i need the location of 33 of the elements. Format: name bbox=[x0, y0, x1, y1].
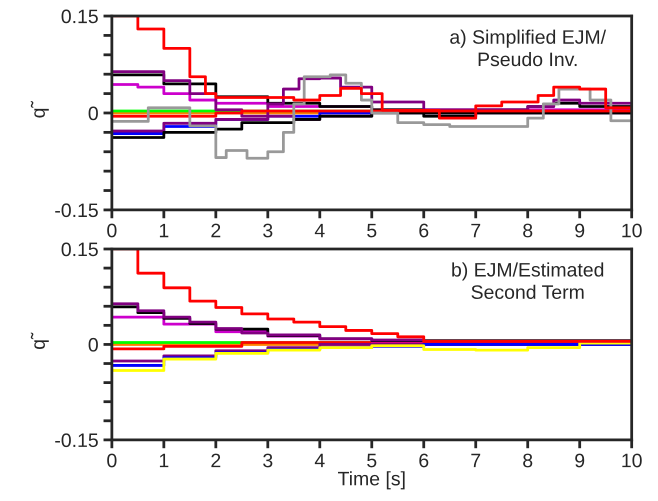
x-tick-label: 5 bbox=[367, 454, 376, 468]
y-axis-title: q̃ bbox=[30, 332, 49, 350]
y-axis-title: q̃ bbox=[30, 100, 49, 118]
x-tick-label: 9 bbox=[575, 454, 584, 468]
annotation: a) Simplified EJM/ Pseudo Inv. bbox=[450, 30, 606, 66]
x-tick-label: 1 bbox=[160, 454, 168, 468]
x-tick-label: 10 bbox=[622, 454, 642, 468]
x-tick-label: 4 bbox=[314, 454, 325, 468]
y-tick-label: 0.15 bbox=[62, 242, 98, 256]
y-tick-label: -0.15 bbox=[55, 203, 98, 218]
x-tick-label: 5 bbox=[367, 224, 376, 238]
x-tick-label: 8 bbox=[523, 224, 532, 238]
y-tick-label: 0 bbox=[88, 106, 98, 120]
x-tick-label: 3 bbox=[263, 454, 272, 468]
x-tick-label: 7 bbox=[471, 224, 480, 238]
x-tick-label: 6 bbox=[419, 454, 428, 468]
y-tick-label: 0 bbox=[88, 338, 98, 352]
x-tick-label: 7 bbox=[471, 454, 480, 468]
x-tick-label: 2 bbox=[211, 454, 220, 468]
x-tick-label: 3 bbox=[263, 224, 272, 238]
x-tick-label: 6 bbox=[419, 224, 428, 238]
x-tick-label: 0 bbox=[107, 224, 117, 238]
annotation: b) EJM/Estimated Second Term bbox=[452, 262, 604, 299]
x-tick-label: 2 bbox=[211, 224, 220, 238]
y-tick-label: 0.15 bbox=[62, 10, 98, 24]
x-tick-label: 9 bbox=[575, 224, 584, 238]
x-tick-label: 0 bbox=[107, 454, 117, 468]
x-axis-title: Time [s] bbox=[338, 471, 405, 490]
x-tick-label: 4 bbox=[314, 224, 325, 238]
x-tick-label: 8 bbox=[523, 454, 532, 468]
y-tick-label: -0.15 bbox=[55, 433, 98, 448]
x-tick-label: 10 bbox=[622, 224, 642, 238]
x-tick-label: 1 bbox=[160, 224, 168, 238]
